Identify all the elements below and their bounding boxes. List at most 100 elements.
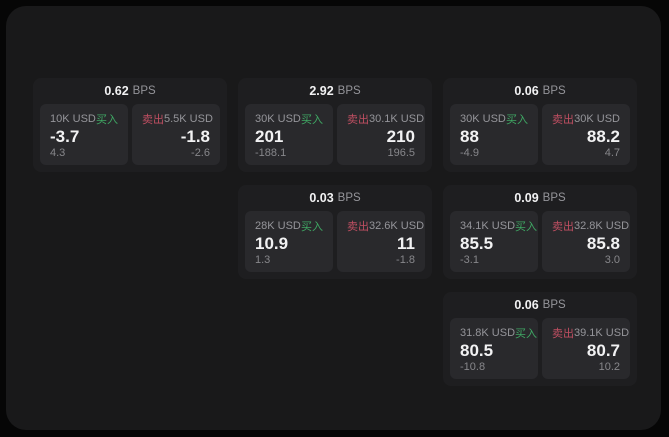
quote-tiles: 10K USD 买入 -3.7 4.3 卖出 5.5K USD -1.8 -2.… (33, 104, 227, 172)
sell-change: -2.6 (191, 147, 210, 159)
sell-tile-header: 卖出 39.1K USD (552, 325, 629, 341)
sell-label: 卖出 (142, 114, 164, 127)
sell-price: 210 (386, 127, 415, 147)
spread-card: 0.62 BPS 10K USD 买入 -3.7 4.3 卖出 5.5K USD… (33, 78, 227, 172)
sell-amount: 30K USD (574, 113, 620, 126)
buy-quote-tile[interactable]: 31.8K USD 买入 80.5 -10.8 (450, 318, 538, 379)
sell-tile-header: 卖出 30.1K USD (347, 111, 424, 127)
sell-label: 卖出 (552, 221, 574, 234)
spread-card: 0.06 BPS 31.8K USD 买入 80.5 -10.8 卖出 39.1… (443, 292, 637, 386)
bps-unit-label: BPS (542, 299, 566, 312)
buy-tile-header: 10K USD 买入 (50, 111, 118, 127)
quote-tiles: 30K USD 买入 88 -4.9 卖出 30K USD 88.2 4.7 (443, 104, 637, 172)
buy-tile-header: 34.1K USD 买入 (460, 218, 537, 234)
spread-header: 0.03 BPS (238, 185, 432, 211)
sell-label: 卖出 (552, 114, 574, 127)
spread-header: 0.09 BPS (443, 185, 637, 211)
sell-quote-tile[interactable]: 卖出 32.8K USD 85.8 3.0 (542, 211, 630, 272)
spread-cards-grid: 0.62 BPS 10K USD 买入 -3.7 4.3 卖出 5.5K USD… (33, 78, 637, 386)
buy-quote-tile[interactable]: 10K USD 买入 -3.7 4.3 (40, 104, 128, 165)
buy-label: 买入 (515, 328, 538, 341)
spread-value: 0.62 (104, 84, 129, 99)
buy-quote-tile[interactable]: 30K USD 买入 201 -188.1 (245, 104, 333, 165)
buy-label: 买入 (301, 221, 323, 234)
bps-unit-label: BPS (132, 85, 156, 98)
buy-tile-header: 28K USD 买入 (255, 218, 323, 234)
quote-tiles: 30K USD 买入 201 -188.1 卖出 30.1K USD 210 1… (238, 104, 432, 172)
buy-change: -3.1 (460, 254, 479, 266)
sell-amount: 32.8K USD (574, 220, 630, 233)
sell-amount: 30.1K USD (369, 113, 425, 126)
buy-price: 10.9 (255, 234, 289, 254)
sell-quote-tile[interactable]: 卖出 30.1K USD 210 196.5 (337, 104, 425, 165)
spread-card: 0.03 BPS 28K USD 买入 10.9 1.3 卖出 32.6K US… (238, 185, 432, 279)
sell-tile-header: 卖出 32.6K USD (347, 218, 424, 234)
sell-tile-header: 卖出 30K USD (552, 111, 620, 127)
quote-panel: 0.62 BPS 10K USD 买入 -3.7 4.3 卖出 5.5K USD… (6, 6, 661, 430)
buy-amount: 30K USD (460, 113, 506, 126)
buy-quote-tile[interactable]: 34.1K USD 买入 85.5 -3.1 (450, 211, 538, 272)
spread-value: 2.92 (309, 84, 334, 99)
sell-amount: 5.5K USD (164, 113, 213, 126)
buy-amount: 10K USD (50, 113, 96, 126)
spread-value: 0.03 (309, 191, 334, 206)
sell-quote-tile[interactable]: 卖出 39.1K USD 80.7 10.2 (542, 318, 630, 379)
spread-card: 0.09 BPS 34.1K USD 买入 85.5 -3.1 卖出 32.8K… (443, 185, 637, 279)
sell-price: 85.8 (586, 234, 620, 254)
sell-price: -1.8 (180, 127, 210, 147)
buy-change: -188.1 (255, 147, 287, 159)
sell-change: 4.7 (604, 147, 620, 159)
sell-change: -1.8 (396, 254, 415, 266)
sell-label: 卖出 (347, 221, 369, 234)
buy-tile-header: 30K USD 买入 (255, 111, 323, 127)
buy-amount: 31.8K USD (460, 327, 516, 340)
buy-quote-tile[interactable]: 28K USD 买入 10.9 1.3 (245, 211, 333, 272)
buy-label: 买入 (301, 114, 323, 127)
sell-label: 卖出 (347, 114, 369, 127)
quote-tiles: 34.1K USD 买入 85.5 -3.1 卖出 32.8K USD 85.8… (443, 211, 637, 279)
sell-quote-tile[interactable]: 卖出 5.5K USD -1.8 -2.6 (132, 104, 220, 165)
quote-tiles: 31.8K USD 买入 80.5 -10.8 卖出 39.1K USD 80.… (443, 318, 637, 386)
sell-amount: 32.6K USD (369, 220, 425, 233)
spread-value: 0.06 (514, 84, 539, 99)
sell-quote-tile[interactable]: 卖出 32.6K USD 11 -1.8 (337, 211, 425, 272)
buy-change: -10.8 (460, 361, 486, 373)
buy-price: 201 (255, 127, 284, 147)
sell-label: 卖出 (552, 328, 574, 341)
buy-price: 88 (460, 127, 479, 147)
sell-quote-tile[interactable]: 卖出 30K USD 88.2 4.7 (542, 104, 630, 165)
buy-change: 4.3 (50, 147, 66, 159)
quote-tiles: 28K USD 买入 10.9 1.3 卖出 32.6K USD 11 -1.8 (238, 211, 432, 279)
sell-change: 3.0 (604, 254, 620, 266)
spread-value: 0.06 (514, 298, 539, 313)
buy-quote-tile[interactable]: 30K USD 买入 88 -4.9 (450, 104, 538, 165)
sell-price: 88.2 (586, 127, 620, 147)
bps-unit-label: BPS (337, 85, 361, 98)
spread-header: 2.92 BPS (238, 78, 432, 104)
sell-price: 11 (397, 234, 415, 254)
buy-price: 85.5 (460, 234, 494, 254)
buy-amount: 30K USD (255, 113, 301, 126)
buy-amount: 28K USD (255, 220, 301, 233)
sell-tile-header: 卖出 32.8K USD (552, 218, 629, 234)
buy-label: 买入 (96, 114, 118, 127)
sell-amount: 39.1K USD (574, 327, 630, 340)
buy-price: 80.5 (460, 341, 494, 361)
spread-header: 0.06 BPS (443, 292, 637, 318)
spread-header: 0.06 BPS (443, 78, 637, 104)
buy-tile-header: 30K USD 买入 (460, 111, 528, 127)
buy-change: -4.9 (460, 147, 479, 159)
bps-unit-label: BPS (337, 192, 361, 205)
buy-tile-header: 31.8K USD 买入 (460, 325, 537, 341)
spread-card: 2.92 BPS 30K USD 买入 201 -188.1 卖出 30.1K … (238, 78, 432, 172)
spread-header: 0.62 BPS (33, 78, 227, 104)
sell-price: 80.7 (586, 341, 620, 361)
bps-unit-label: BPS (542, 85, 566, 98)
buy-label: 买入 (506, 114, 528, 127)
spread-value: 0.09 (514, 191, 539, 206)
buy-label: 买入 (515, 221, 538, 234)
sell-change: 196.5 (387, 147, 415, 159)
bps-unit-label: BPS (542, 192, 566, 205)
buy-amount: 34.1K USD (460, 220, 516, 233)
spread-card: 0.06 BPS 30K USD 买入 88 -4.9 卖出 30K USD 8… (443, 78, 637, 172)
